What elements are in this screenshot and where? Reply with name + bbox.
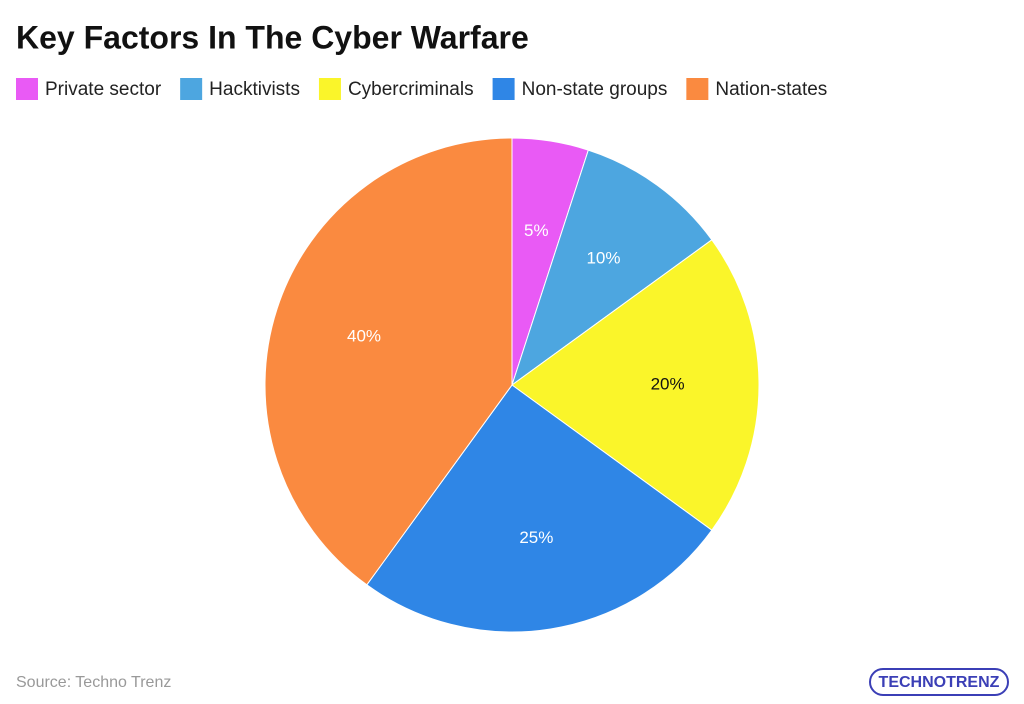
pie-slice: [264, 137, 513, 586]
legend-swatch: [492, 78, 515, 100]
data-label: 5%: [524, 221, 549, 240]
legend-swatch: [318, 78, 341, 100]
legend-label: Hacktivists: [209, 79, 300, 100]
legend-label: Non-state groups: [522, 79, 668, 100]
legend-swatch: [686, 78, 709, 100]
source: Source: Techno Trenz: [16, 674, 171, 691]
pie-slice: [511, 149, 713, 387]
legend-swatch: [180, 78, 203, 100]
legend-label: Private sector: [45, 79, 162, 100]
logo-frame: [869, 668, 1009, 696]
data-label: 40%: [347, 326, 381, 345]
logo: TECHNOTRENZ: [879, 674, 1000, 691]
data-label: 20%: [651, 374, 685, 393]
legend-swatch: [16, 78, 38, 100]
pie-slice: [511, 239, 760, 531]
data-label: 25%: [519, 528, 553, 547]
pie-slice: [366, 384, 713, 633]
chart-title: Key Factors In The Cyber Warfare: [16, 19, 529, 55]
data-label: 10%: [586, 249, 620, 268]
legend-label: Cybercriminals: [348, 79, 474, 100]
legend-label: Nation-states: [715, 79, 827, 100]
